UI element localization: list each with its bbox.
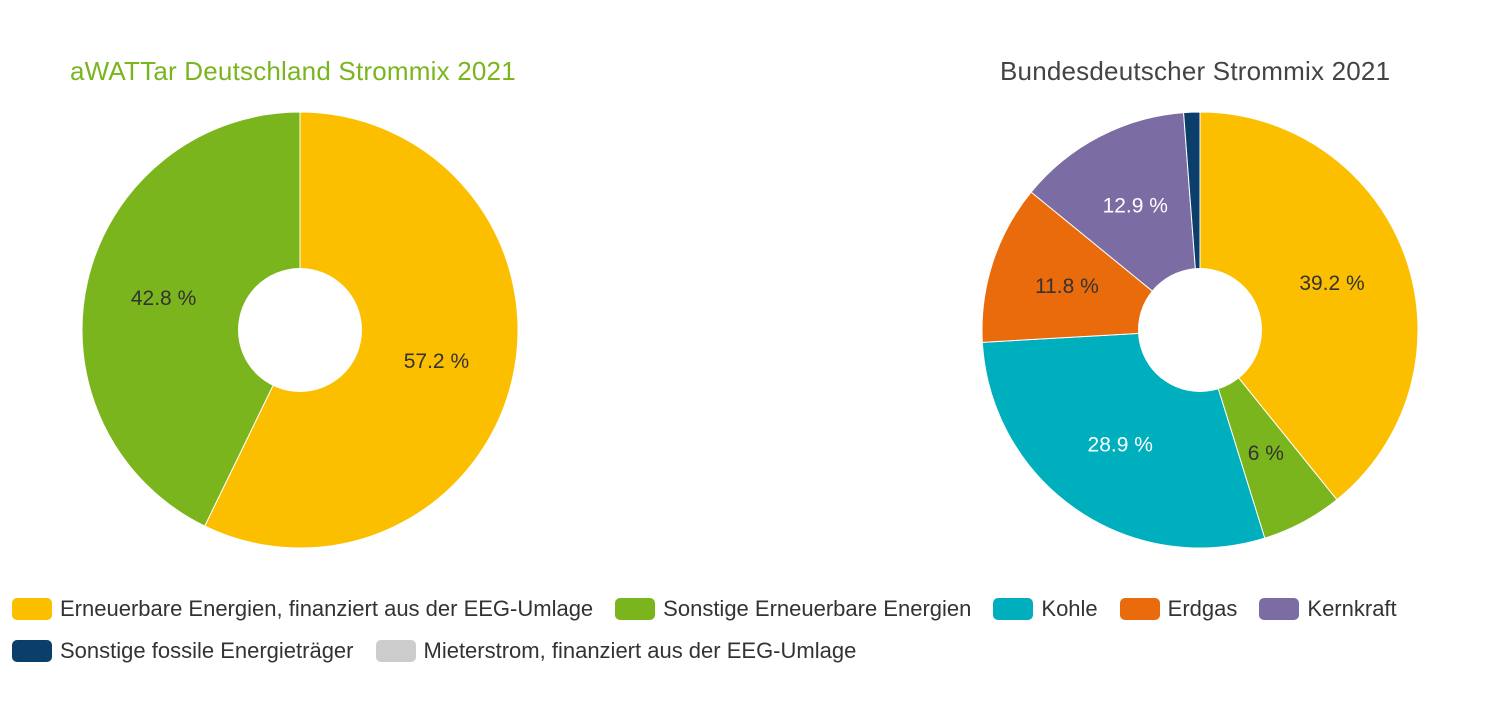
legend-swatch [1119, 598, 1160, 620]
slice-label-erdgas: 11.8 % [1035, 275, 1099, 298]
slice-label-erneuerbare-energien-finanziert-aus-der-eeg-umlage: 39.2 % [1299, 272, 1364, 295]
legend-item-mieterstrom[interactable]: Mieterstrom, finanziert aus der EEG-Umla… [375, 638, 857, 664]
slice-label-erneuerbare-energien-finanziert-aus-der-eeg-umlage: 57.2 % [404, 350, 469, 373]
chart-title-bundesdeutsch: Bundesdeutscher Strommix 2021 [1000, 56, 1391, 86]
legend-item-kohle[interactable]: Kohle [993, 596, 1098, 622]
slice-label-sonstige-erneuerbare-energien: 6 % [1248, 442, 1284, 465]
donut-hole [1138, 268, 1262, 392]
legend-item-sonstige-erneuerbare[interactable]: Sonstige Erneuerbare Energien [615, 596, 971, 622]
donut-chart-bundesdeutsch: 39.2 % 6 % 28.9 % 11.8 % 12.9 % [981, 111, 1419, 549]
legend-label: Erneuerbare Energien, finanziert aus der… [60, 596, 594, 621]
legend-item-erdgas[interactable]: Erdgas [1119, 596, 1238, 622]
legend-row: Erneuerbare Energien, finanziert aus der… [12, 593, 1497, 625]
legend-row: Sonstige fossile Energieträger Mieterstr… [12, 635, 1497, 667]
pie-slice-sonstige-erneuerbare-energien[interactable] [81, 111, 301, 527]
legend-label: Kernkraft [1307, 596, 1397, 621]
slice-label-sonstige-erneuerbare-energien: 42.8 % [131, 287, 196, 310]
legend-item-sonstige-fossile[interactable]: Sonstige fossile Energieträger [12, 638, 354, 664]
legend-label: Kohle [1041, 596, 1098, 621]
legend-item-kernkraft[interactable]: Kernkraft [1259, 596, 1397, 622]
legend-swatch [993, 598, 1034, 620]
legend-swatch [12, 598, 52, 620]
slice-label-kohle: 28.9 % [1088, 434, 1153, 457]
slice-label-kernkraft: 12.9 % [1103, 194, 1168, 217]
legend-swatch [375, 640, 416, 662]
chart-legend: Erneuerbare Energien, finanziert aus der… [12, 593, 1497, 677]
legend-swatch [615, 598, 656, 620]
legend-swatch [1259, 598, 1300, 620]
legend-label: Mieterstrom, finanziert aus der EEG-Umla… [423, 638, 857, 663]
chart-title-awattar: aWATTar Deutschland Strommix 2021 [70, 56, 516, 86]
legend-label: Erdgas [1167, 596, 1238, 621]
legend-label: Sonstige fossile Energieträger [60, 638, 354, 663]
pie-slice-kernkraft[interactable] [1030, 112, 1201, 332]
legend-item-eeg[interactable]: Erneuerbare Energien, finanziert aus der… [12, 596, 593, 622]
donut-chart-awattar: 57.2 % 42.8 % [81, 111, 519, 549]
pie-slice-erneuerbare-energien-finanziert-aus-der-eeg-umlage[interactable] [1199, 111, 1419, 501]
legend-swatch [12, 640, 52, 662]
legend-label: Sonstige Erneuerbare Energien [663, 596, 972, 621]
donut-hole [238, 268, 362, 392]
